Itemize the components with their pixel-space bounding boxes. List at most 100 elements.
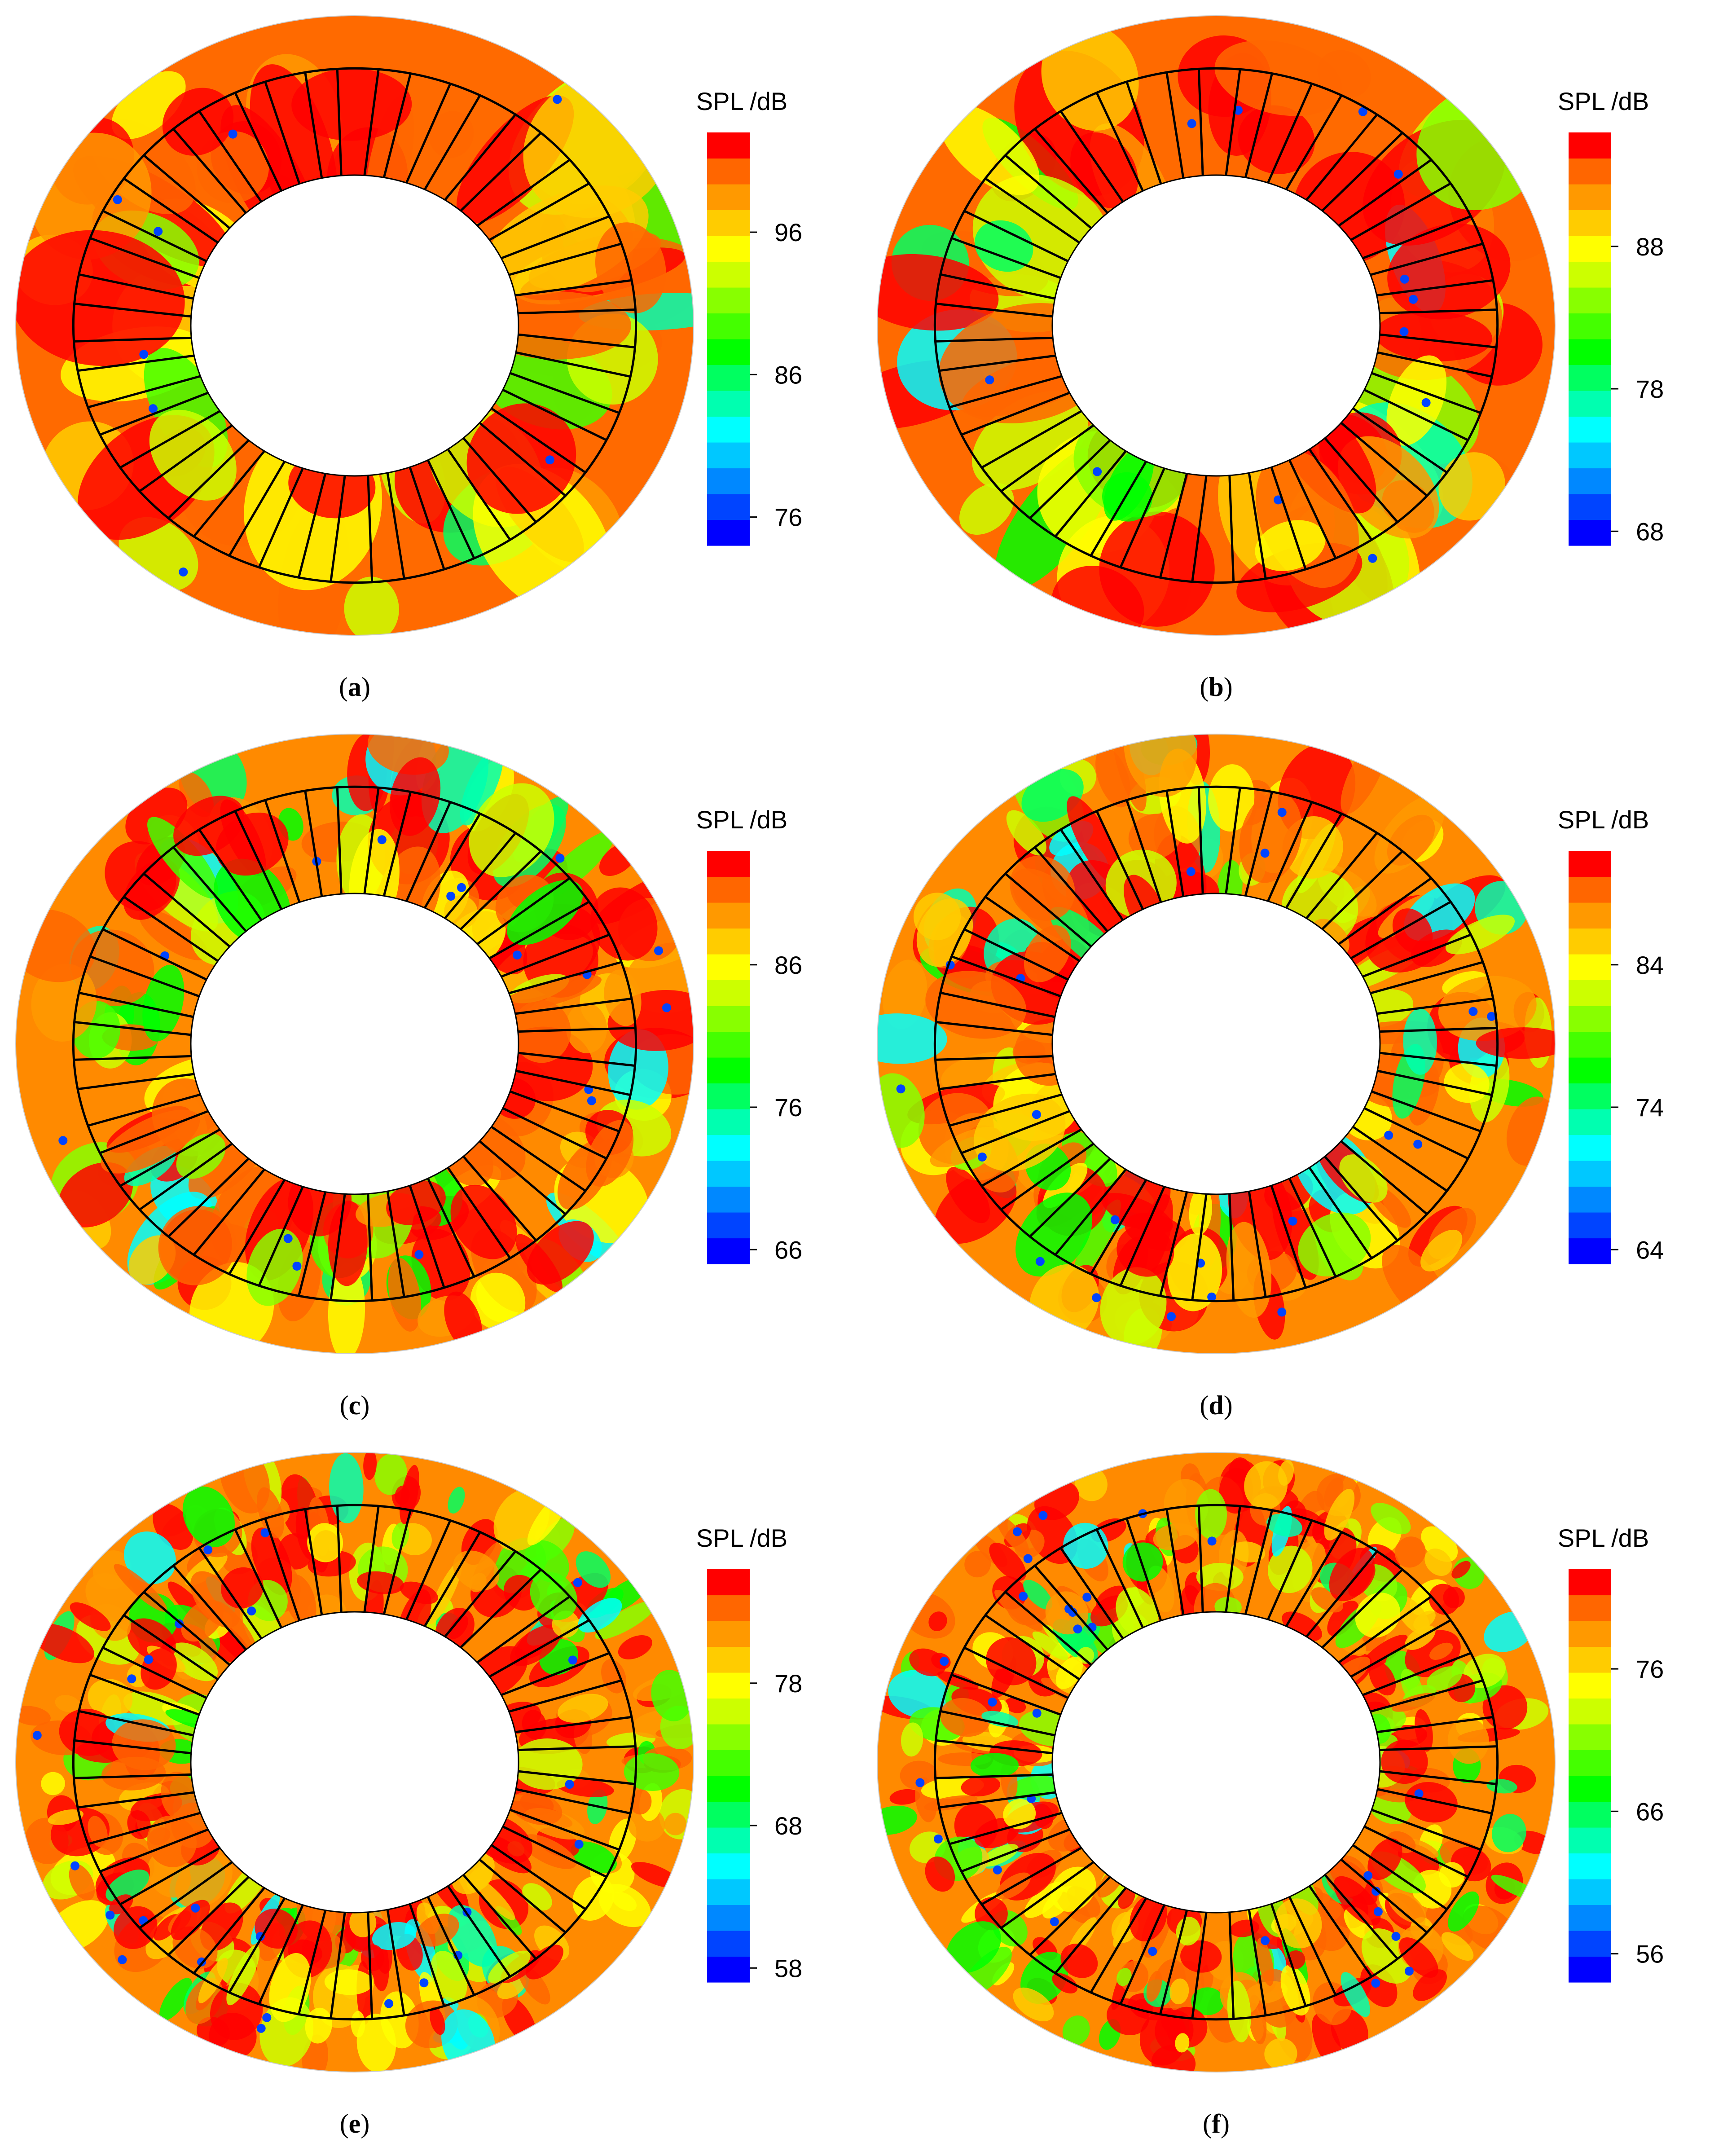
blade-line bbox=[949, 375, 1062, 409]
blade-line bbox=[423, 95, 481, 190]
colorbar-tick-label: 86 bbox=[774, 951, 802, 979]
blade-line bbox=[1270, 1903, 1307, 2006]
colorbar-segment bbox=[707, 1083, 750, 1109]
contour-blob bbox=[618, 1635, 652, 1659]
blade-line bbox=[1379, 1745, 1497, 1751]
contour-blob bbox=[1394, 1536, 1426, 1568]
contour-blob bbox=[1438, 452, 1505, 521]
blade-line bbox=[119, 410, 221, 469]
blade-line bbox=[79, 1710, 194, 1737]
blade-line bbox=[89, 237, 200, 279]
colorbar-tick-label: 76 bbox=[774, 1093, 802, 1122]
blade-line bbox=[488, 182, 590, 241]
low-spl-spot bbox=[149, 404, 158, 414]
blade-line bbox=[1000, 424, 1094, 493]
low-spl-spot bbox=[1082, 1593, 1092, 1602]
low-spl-spot bbox=[1413, 1140, 1423, 1149]
blade-line bbox=[1125, 800, 1162, 903]
colorbar-segment bbox=[707, 1238, 750, 1264]
blade-line bbox=[515, 279, 632, 297]
low-spl-spot bbox=[1260, 849, 1270, 858]
colorbar-segment bbox=[1569, 1879, 1611, 1905]
blade-line bbox=[491, 407, 586, 474]
colorbar: SPL /dB 56 66 76 bbox=[1558, 1524, 1664, 1983]
contour-blob bbox=[1256, 1938, 1274, 1986]
low-spl-spot bbox=[414, 1250, 424, 1259]
blade-line bbox=[382, 73, 412, 178]
low-spl-spot bbox=[1110, 1215, 1120, 1224]
blade-line bbox=[1004, 1591, 1092, 1666]
blade-line bbox=[518, 1745, 636, 1751]
blade-line bbox=[1371, 1090, 1481, 1133]
blade-line bbox=[1288, 459, 1337, 559]
blade-line bbox=[426, 1896, 475, 1996]
contour-blob bbox=[664, 1813, 687, 1835]
low-spl-spot bbox=[1073, 1624, 1082, 1634]
blade-line bbox=[74, 336, 192, 343]
blade-line bbox=[1125, 81, 1162, 185]
blade-line bbox=[1197, 69, 1204, 176]
contour-blob bbox=[1130, 1894, 1167, 1942]
blade-line bbox=[386, 1909, 405, 2016]
blade-line bbox=[488, 901, 590, 959]
contour-blob bbox=[1476, 1027, 1555, 1059]
blade-line bbox=[330, 1194, 346, 1300]
colorbar-segment bbox=[1569, 1109, 1611, 1135]
contour-blob bbox=[1116, 1968, 1132, 1986]
blade-line bbox=[1377, 1069, 1492, 1096]
contour-blob bbox=[361, 1944, 385, 1971]
blade-line bbox=[1370, 242, 1483, 276]
colorbar: SPL /dB 68 78 88 bbox=[1558, 87, 1664, 546]
contour-blob bbox=[1175, 2033, 1190, 2053]
colorbar-segment bbox=[707, 1161, 750, 1187]
blade-line bbox=[1376, 997, 1494, 1015]
contour-blob bbox=[1387, 223, 1511, 320]
casing-ring bbox=[72, 1504, 637, 2021]
blade-line bbox=[1270, 466, 1307, 570]
colorbar-segment bbox=[707, 1776, 750, 1802]
low-spl-spot bbox=[977, 1153, 987, 1162]
blade-line bbox=[1034, 1565, 1108, 1650]
blade-line bbox=[363, 788, 380, 894]
low-spl-spot bbox=[1013, 1527, 1022, 1536]
blade-line bbox=[1338, 158, 1432, 227]
blade-line bbox=[405, 83, 452, 184]
contour-blob bbox=[525, 1540, 569, 1583]
blade-line bbox=[985, 1614, 1080, 1681]
colorbar-segment bbox=[1569, 236, 1611, 262]
blade-line bbox=[981, 410, 1082, 469]
contour-blob bbox=[1388, 1889, 1426, 1923]
blade-line bbox=[1350, 901, 1451, 959]
low-spl-spot bbox=[260, 1528, 270, 1538]
contour-blob bbox=[55, 1695, 80, 1712]
contour-blob bbox=[111, 71, 186, 139]
contour-blob bbox=[448, 1905, 497, 1967]
contour-blob bbox=[1244, 1461, 1288, 1510]
low-spl-spot bbox=[446, 892, 456, 901]
colorbar-segment bbox=[1569, 1956, 1611, 1983]
contour-blob bbox=[1427, 1666, 1462, 1690]
blade-line bbox=[298, 473, 327, 578]
blade-line bbox=[1228, 1912, 1235, 2019]
contour-blob bbox=[1191, 1987, 1224, 2015]
blade-line bbox=[102, 210, 207, 263]
blade-line bbox=[363, 1506, 380, 1612]
blade-line bbox=[1267, 801, 1313, 902]
blade-line bbox=[510, 1090, 620, 1133]
contour-blob bbox=[496, 975, 602, 1013]
contour-blob bbox=[1348, 1563, 1376, 1597]
contour-blob bbox=[148, 1827, 171, 1845]
blade-line bbox=[1191, 475, 1208, 582]
low-spl-spot bbox=[1368, 554, 1377, 563]
contour-blob bbox=[70, 1602, 111, 1631]
blade-line bbox=[1377, 1788, 1492, 1815]
low-spl-spot bbox=[574, 1839, 584, 1849]
contour-blob bbox=[1122, 1542, 1163, 1582]
colorbar-segment bbox=[707, 1905, 750, 1931]
blade-line bbox=[1321, 1569, 1403, 1649]
contour-blob bbox=[1358, 1634, 1408, 1672]
blade-line bbox=[949, 1812, 1062, 1845]
blade-line bbox=[1340, 1140, 1428, 1215]
blade-line bbox=[444, 1550, 517, 1637]
